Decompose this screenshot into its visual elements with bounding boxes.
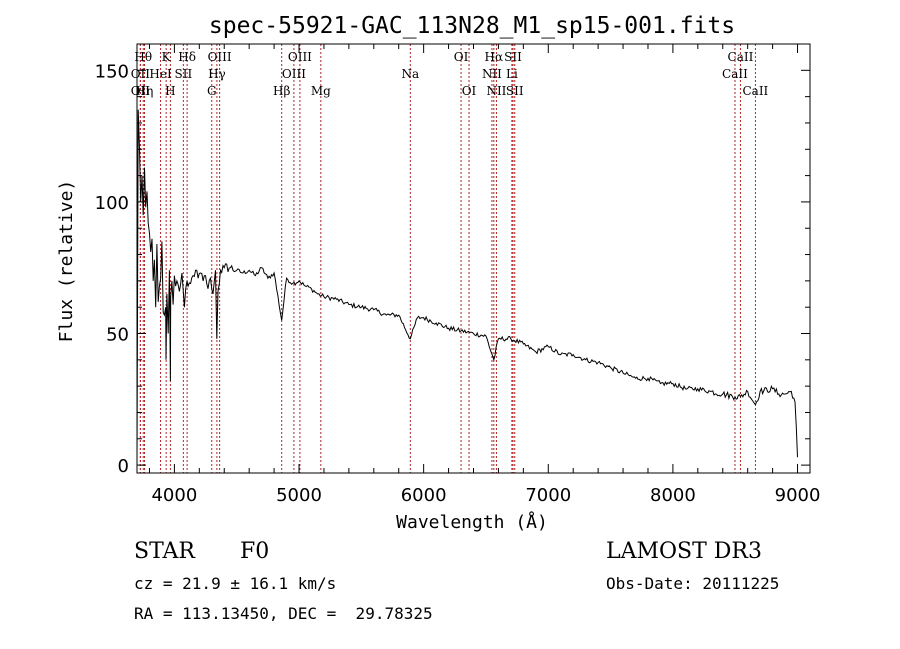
line-label-oiii: OIII <box>282 67 306 81</box>
x-tick-label: 7000 <box>525 485 571 506</box>
line-label-hη: Hη <box>136 84 154 98</box>
x-tick-label: 4000 <box>151 485 197 506</box>
line-label-hα: Hα <box>485 50 504 64</box>
redshift-velocity: cz = 21.9 ± 16.1 km/s <box>134 574 337 593</box>
plot-frame <box>136 43 811 474</box>
line-label-oi: OI <box>454 50 469 64</box>
spectral-line-labels: OIIOIIHθHηHeIKHSIIHδGHγOIIIHβOIIIOIIIMgN… <box>131 50 769 98</box>
line-label-sii: SII <box>504 50 522 64</box>
line-label-sii: SII <box>506 84 524 98</box>
axis-tick-labels: 4000 5000 6000 7000 8000 9000 0 50 100 150 <box>95 61 821 506</box>
y-tick-label: 0 <box>118 456 129 477</box>
line-label-oiii: OIII <box>208 50 232 64</box>
line-label-g: G <box>207 84 217 98</box>
line-label-oii: OII <box>131 84 151 98</box>
x-axis-label: Wavelength (Å) <box>396 511 548 533</box>
line-label-sii: SII <box>175 67 193 81</box>
y-axis-label: Flux (relative) <box>56 180 77 343</box>
line-label-hθ: Hθ <box>134 50 152 64</box>
y-tick-label: 150 <box>95 61 129 82</box>
object-subclass: F0 <box>240 539 270 564</box>
line-label-h: H <box>165 84 175 98</box>
line-label-caii: CaII <box>728 50 754 64</box>
x-tick-label: 6000 <box>401 485 447 506</box>
line-label-caii: CaII <box>722 67 748 81</box>
line-label-hβ: Hβ <box>273 84 290 98</box>
line-label-hδ: Hδ <box>178 50 196 64</box>
line-label-oiii: OIII <box>288 50 312 64</box>
line-label-hγ: Hγ <box>208 67 226 81</box>
spectrum-line <box>136 109 798 460</box>
line-label-hei: HeI <box>149 67 172 81</box>
line-label-nii: NII <box>482 67 502 81</box>
axis-ticks <box>137 43 810 473</box>
spectral-line-markers <box>139 44 756 473</box>
line-label-k: K <box>162 50 172 64</box>
object-class: STAR <box>134 539 195 564</box>
line-label-oii: OII <box>131 67 151 81</box>
x-tick-label: 8000 <box>650 485 696 506</box>
line-label-na: Na <box>401 67 419 81</box>
line-label-caii: CaII <box>742 84 768 98</box>
x-tick-label: 9000 <box>775 485 821 506</box>
line-label-nii: NII <box>486 84 506 98</box>
y-tick-label: 50 <box>106 325 129 346</box>
line-label-oi: OI <box>462 84 477 98</box>
coordinates: RA = 113.13450, DEC = 29.78325 <box>134 604 433 623</box>
chart-title: spec-55921-GAC_113N28_M1_sp15-001.fits <box>209 13 735 39</box>
survey-name: LAMOST DR3 <box>606 539 762 564</box>
observation-date: Obs-Date: 20111225 <box>606 574 780 593</box>
x-tick-label: 5000 <box>276 485 322 506</box>
line-label-mg: Mg <box>311 84 331 98</box>
line-label-li: Li <box>506 67 518 81</box>
y-tick-label: 100 <box>95 193 129 214</box>
